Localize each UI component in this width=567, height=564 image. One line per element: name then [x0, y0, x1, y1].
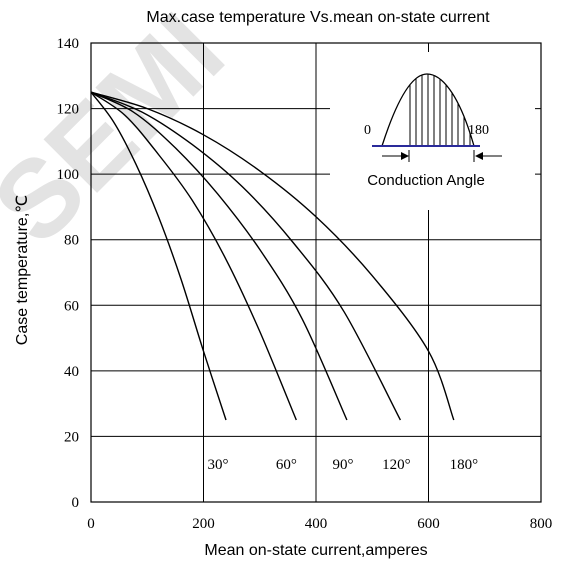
y-tick-label: 60 — [64, 298, 79, 314]
y-tick-label: 20 — [64, 429, 79, 445]
series-curve — [90, 91, 227, 421]
watermark: SEMI — [0, 0, 247, 267]
y-tick-label: 80 — [64, 233, 79, 249]
series-label: 30° — [208, 457, 229, 473]
x-tick-label: 800 — [530, 516, 553, 532]
y-axis-label: Case temperature,℃ — [14, 195, 31, 345]
series-curve — [90, 91, 455, 421]
inset-hatch — [409, 74, 471, 146]
x-tick-label: 600 — [417, 516, 440, 532]
series-curve — [90, 91, 297, 421]
conduction-angle-inset: 0 180 Conduction Angle — [330, 52, 535, 210]
y-tick-label: 140 — [57, 36, 80, 52]
series-curve — [90, 91, 402, 421]
series-label: 120° — [382, 457, 411, 473]
y-tick-label: 40 — [64, 364, 79, 380]
series-label: 90° — [332, 457, 353, 473]
y-tick-labels: 0 20 40 60 80 100 120 140 — [57, 36, 80, 511]
y-tick-label: 0 — [72, 495, 80, 511]
series-curve — [90, 91, 348, 421]
inset-left-label: 0 — [364, 123, 371, 138]
series-label: 180° — [450, 457, 479, 473]
chart-title: Max.case temperature Vs.mean on-state cu… — [146, 9, 490, 26]
x-tick-label: 0 — [87, 516, 95, 532]
inset-left-arrowhead — [401, 152, 409, 160]
inset-right-label: 180 — [468, 123, 489, 138]
curve-labels: 30° 60° 90° 120° 180° — [208, 457, 479, 473]
curves — [90, 91, 455, 421]
x-tick-labels: 0 200 400 600 800 — [87, 516, 552, 532]
series-label: 60° — [276, 457, 297, 473]
y-tick-label: 100 — [57, 167, 80, 183]
inset-caption: Conduction Angle — [367, 172, 485, 189]
x-tick-label: 200 — [192, 516, 215, 532]
y-tick-label: 120 — [57, 102, 80, 118]
plot-frame — [90, 42, 542, 503]
inset-background — [330, 52, 535, 210]
x-tick-label: 400 — [305, 516, 328, 532]
x-axis-label: Mean on-state current,amperes — [204, 542, 427, 559]
inset-right-arrowhead — [475, 152, 483, 160]
inset-sine-wave — [381, 73, 475, 147]
